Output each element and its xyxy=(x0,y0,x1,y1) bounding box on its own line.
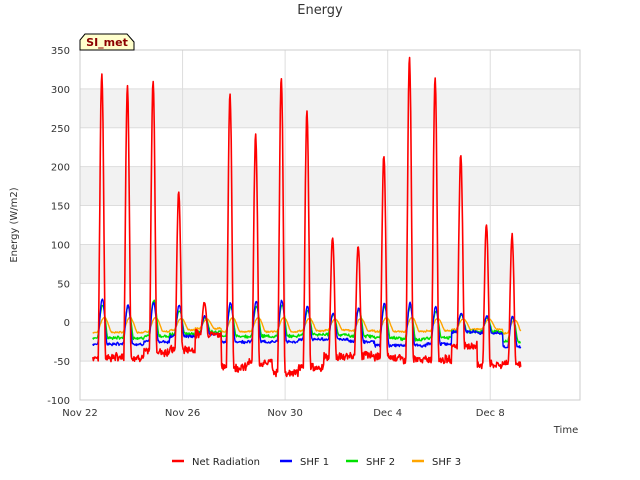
series-line-net-radiation xyxy=(92,56,522,378)
legend-label: SHF 1 xyxy=(300,457,329,468)
x-tick-label: Nov 30 xyxy=(267,408,302,419)
series-line-shf-3 xyxy=(92,316,522,335)
y-tick-label: 50 xyxy=(57,279,70,290)
y-tick-label: 200 xyxy=(51,163,70,174)
y-tick-label: 150 xyxy=(51,202,70,213)
legend-label: SHF 3 xyxy=(432,457,461,468)
x-axis-title: Time xyxy=(553,425,578,436)
y-tick-label: 100 xyxy=(51,240,70,251)
y-tick-label: 300 xyxy=(51,85,70,96)
grid-band xyxy=(80,88,580,128)
grid-band xyxy=(80,166,580,206)
legend-item: SHF 1 xyxy=(280,457,329,468)
y-tick-label: 350 xyxy=(51,46,70,57)
y-tick-label: -100 xyxy=(47,396,70,407)
y-tick-label: 0 xyxy=(64,318,70,329)
x-tick-label: Nov 26 xyxy=(165,408,200,419)
series-line-shf-2 xyxy=(92,299,521,344)
legend-label: SHF 2 xyxy=(366,457,395,468)
site-badge: SI_met xyxy=(79,33,135,51)
legend-item: SHF 3 xyxy=(412,457,461,468)
badge-label: SI_met xyxy=(86,36,128,49)
series-layer xyxy=(92,56,522,378)
x-tick-label: Nov 22 xyxy=(62,408,97,419)
legend: Net Radiation SHF 1 SHF 2 SHF 3 xyxy=(172,457,461,468)
legend-item: SHF 2 xyxy=(346,457,395,468)
legend-item: Net Radiation xyxy=(172,457,260,468)
legend-label: Net Radiation xyxy=(192,457,260,468)
series-line-shf-1 xyxy=(92,298,522,349)
plot-border xyxy=(79,49,581,401)
y-tick-label: -50 xyxy=(54,357,70,368)
y-tick-label: 250 xyxy=(51,124,70,135)
y-axis: -100 -50 0 50 100 150 200 250 300 350 xyxy=(47,46,70,407)
y-axis-title: Energy (W/m2) xyxy=(9,187,20,262)
grid-band xyxy=(80,244,580,284)
chart-title: Energy xyxy=(297,3,343,18)
x-tick-label: Dec 4 xyxy=(373,408,402,419)
x-tick-label: Dec 8 xyxy=(476,408,505,419)
x-axis: Nov 22 Nov 26 Nov 30 Dec 4 Dec 8 xyxy=(62,408,504,419)
badge-box xyxy=(79,33,135,51)
